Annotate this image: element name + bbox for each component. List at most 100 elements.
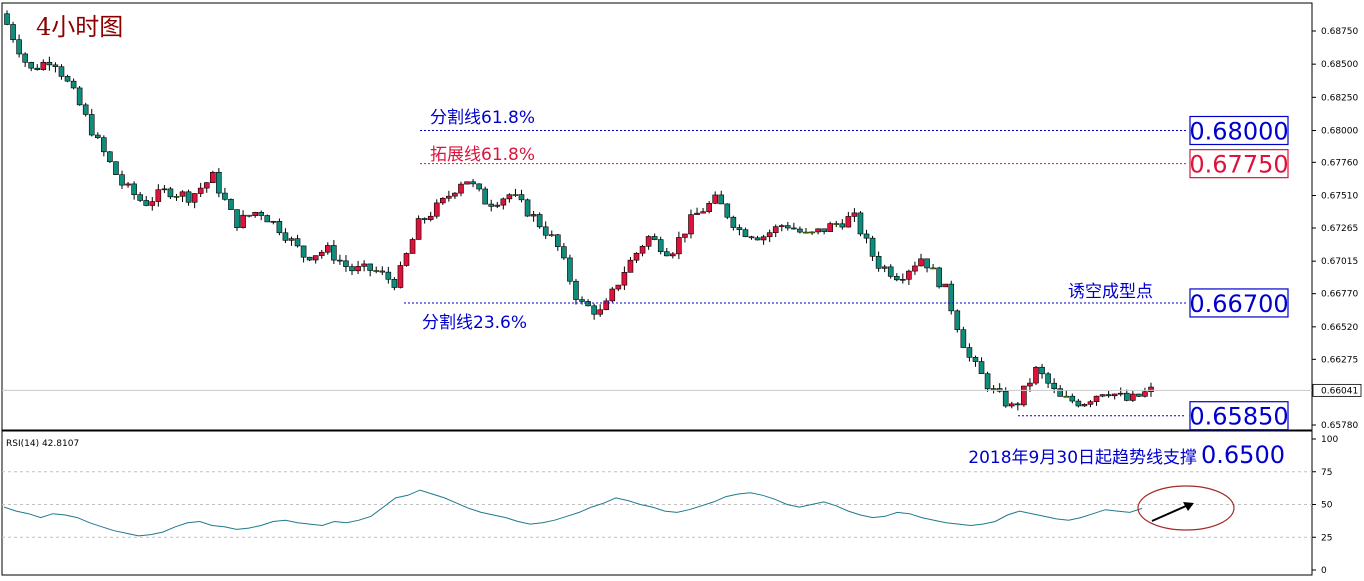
candle (869, 235, 876, 262)
candle (621, 266, 628, 290)
candle (494, 201, 501, 209)
rsi-annotation-value: 0.6500 (1201, 441, 1285, 469)
candle (1081, 403, 1088, 407)
candle-body (657, 239, 664, 252)
candle (101, 135, 107, 157)
candle (663, 247, 670, 257)
candle-body (355, 266, 361, 272)
candle (337, 254, 343, 265)
candle-body (101, 137, 107, 153)
candle (688, 209, 694, 239)
candle-body (76, 87, 83, 106)
price-axis-label: 0.68500 (1321, 60, 1358, 70)
candle-body (869, 237, 876, 257)
candle-body (1087, 401, 1094, 405)
candle-body (409, 239, 416, 254)
candle (234, 209, 240, 231)
candle (1063, 390, 1070, 398)
candle (167, 186, 174, 199)
candle (791, 222, 797, 230)
candle (367, 263, 373, 277)
candle-body (94, 134, 101, 139)
candle (161, 185, 168, 194)
candle (1093, 395, 1100, 406)
candle-body (331, 245, 337, 261)
rsi-annotation: 2018年9月30日起趋势线支撑 0.6500 (968, 441, 1285, 469)
candle-body (113, 161, 119, 175)
candle (433, 199, 440, 219)
candle-body (591, 305, 597, 315)
candle-body (1045, 373, 1051, 384)
candle (912, 261, 918, 275)
candle-body (161, 188, 168, 191)
candle-body (936, 267, 942, 288)
candle-body (16, 39, 22, 55)
rsi-indicator-label: RSI(14) 42.8107 (6, 439, 79, 449)
candle (409, 237, 416, 254)
candle-body (712, 194, 718, 204)
price-axis-label: 0.67015 (1321, 257, 1358, 267)
candle (603, 298, 610, 311)
rsi-panel-frame (1, 430, 1313, 576)
candle-body (609, 288, 616, 302)
candle (312, 255, 319, 264)
level-value-box (1189, 115, 1289, 146)
rsi-annotation-prefix: 2018年9月30日起趋势线支撑 (968, 448, 1197, 468)
rsi-axis-label: 50 (1321, 501, 1333, 511)
candle (875, 251, 882, 272)
candle-body (22, 53, 28, 63)
candle-body (851, 212, 858, 217)
candle (542, 221, 549, 239)
candle (58, 64, 65, 80)
candle-body (688, 214, 694, 235)
candle-body (785, 225, 791, 229)
trend-arrow-head (1183, 502, 1194, 511)
candle-body (288, 238, 295, 241)
candle-body (282, 232, 289, 241)
candle (64, 74, 71, 83)
candle-body (1002, 390, 1009, 407)
candle (972, 355, 979, 367)
candle (809, 231, 815, 235)
candle-body (548, 234, 555, 237)
candle-body (881, 266, 888, 269)
candle-body (906, 270, 912, 280)
candle-body (252, 211, 258, 217)
price-levels: 分割线61.8% 0.68000 拓展线61.8% 0.67750 诱空成型点 0.667… (404, 108, 1289, 431)
candle-body (839, 223, 846, 228)
candle (924, 258, 930, 273)
candle-body (1130, 393, 1136, 401)
level-value-box (1189, 401, 1289, 431)
candle (1069, 393, 1076, 404)
price-axis-label: 0.66041 (1321, 386, 1358, 396)
candle-body (197, 187, 204, 194)
candle-body (440, 197, 446, 204)
candle (173, 193, 180, 201)
candle-body (555, 234, 561, 247)
candle-body (494, 204, 501, 207)
candle-body (10, 24, 16, 41)
candle (736, 224, 743, 236)
candle (918, 253, 924, 267)
candle-body (827, 223, 833, 232)
candle-body (64, 76, 71, 82)
chart-title: 4小时图 (36, 13, 123, 41)
candle-body (137, 194, 143, 201)
candle (597, 304, 603, 317)
candle (264, 214, 271, 223)
candle (252, 211, 258, 218)
candle (34, 64, 41, 71)
candle (458, 181, 464, 197)
candle-body (325, 245, 331, 253)
candle (476, 183, 482, 192)
candle (46, 56, 53, 71)
candle-body (228, 199, 234, 210)
candle (1099, 394, 1106, 398)
candle (107, 150, 113, 164)
candle-body (1081, 404, 1088, 407)
candle (815, 228, 821, 235)
candle-body (833, 223, 840, 225)
candle-body (615, 284, 622, 290)
candle-body (1039, 366, 1045, 375)
